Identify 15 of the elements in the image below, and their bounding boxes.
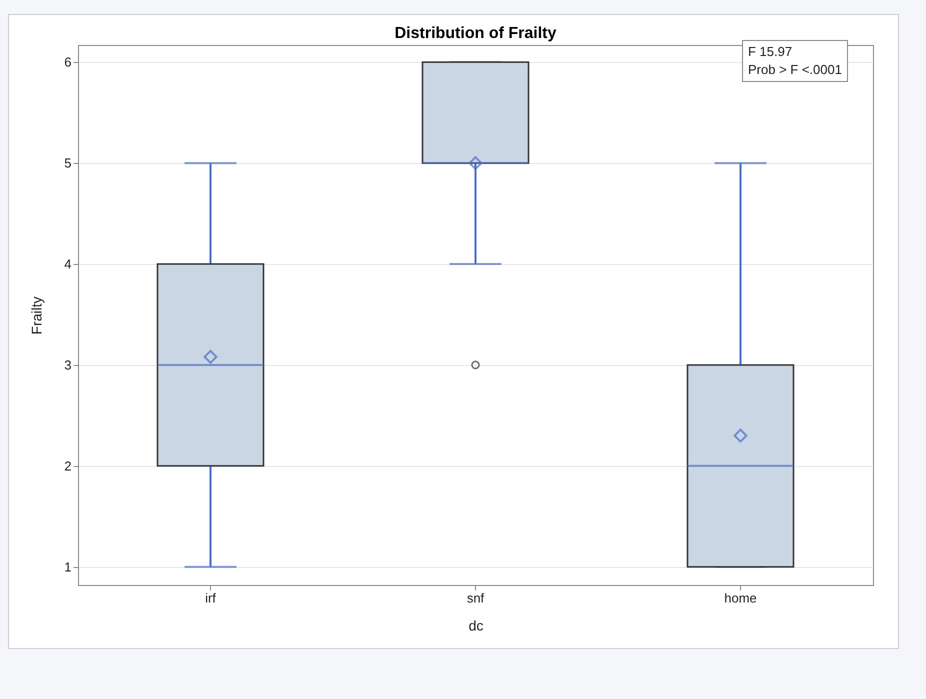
x-axis-title: dc [468,618,484,634]
statistics-box: F 15.97 Prob > F <.0001 [742,40,848,82]
y-tick-label: 6 [64,54,72,70]
y-tick-label: 1 [64,559,72,574]
y-tick-label: 5 [64,156,72,171]
x-tick-label: home [724,590,757,606]
annotation: Prob > F <.0001 [748,61,842,79]
x-tick-label: snf [466,590,485,606]
y-tick-label: 2 [64,458,72,474]
y-tick-label: 4 [64,256,72,272]
x-tick-label: irf [205,590,216,606]
annotation: F 15.97 [748,43,794,61]
chart-title: Distribution of Frailty [394,25,556,42]
y-tick-label: 3 [64,357,72,372]
y-axis-title: Frailty [28,296,44,335]
